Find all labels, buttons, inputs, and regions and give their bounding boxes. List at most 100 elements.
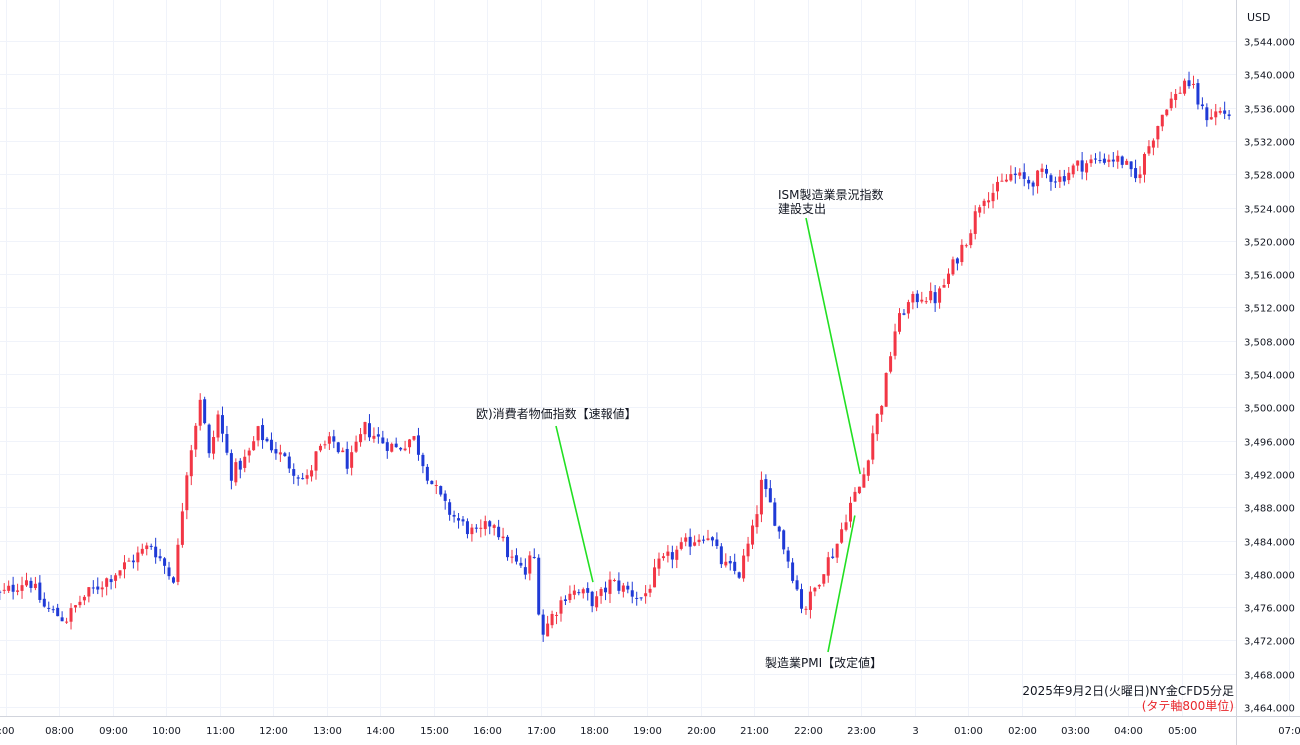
- candle: [105, 577, 109, 596]
- candle: [728, 555, 732, 571]
- candle-body: [853, 491, 857, 502]
- candle-body: [185, 475, 189, 511]
- candle-body: [483, 521, 487, 530]
- x-tick-label: 14:00: [366, 726, 395, 737]
- candle: [782, 529, 786, 555]
- candle-body: [390, 443, 394, 452]
- candle: [78, 595, 82, 608]
- candle: [354, 435, 358, 453]
- candle-body: [875, 413, 879, 435]
- x-tick-label: 08:00: [45, 726, 74, 737]
- candle-body: [1178, 92, 1182, 94]
- candle-body: [759, 479, 763, 515]
- candle-body: [394, 443, 398, 448]
- candle-body: [510, 556, 514, 558]
- candle-body: [862, 474, 866, 488]
- candle: [550, 610, 554, 629]
- candle: [1089, 154, 1093, 167]
- candle: [898, 308, 902, 335]
- candle-body: [1116, 155, 1120, 162]
- candle: [194, 422, 198, 457]
- candle: [305, 469, 309, 485]
- candle-body: [938, 288, 942, 303]
- candle-body: [608, 579, 612, 594]
- candle: [69, 603, 73, 630]
- candle-body: [492, 525, 496, 528]
- candle: [265, 436, 269, 443]
- x-tick-label: 02:00: [1008, 726, 1037, 737]
- candle: [719, 543, 723, 569]
- candle: [114, 573, 118, 589]
- candle-body: [479, 527, 483, 529]
- candle: [122, 555, 126, 579]
- candle: [866, 459, 870, 482]
- candle-body: [16, 590, 20, 592]
- x-tick-label: 3: [912, 726, 918, 737]
- candle: [817, 584, 821, 589]
- candle: [755, 505, 759, 534]
- candle: [684, 533, 688, 547]
- y-tick-label: 3,480.000: [1244, 571, 1295, 582]
- candle: [7, 580, 11, 594]
- candle: [808, 586, 812, 619]
- candle: [1036, 169, 1040, 194]
- x-tick-label: 18:00: [580, 726, 609, 737]
- candle-body: [1027, 179, 1031, 184]
- candle-body: [751, 525, 755, 545]
- candle: [470, 523, 474, 542]
- price-axis[interactable]: 3,544.000 3,540.000 3,536.000 3,532.000 3,52…: [1244, 38, 1295, 715]
- candle: [644, 585, 648, 604]
- x-tick-label: 03:00: [1061, 726, 1090, 737]
- x-tick-label: 20:00: [687, 726, 716, 737]
- candle-body: [127, 560, 131, 562]
- candle: [332, 429, 336, 449]
- candle-body: [122, 562, 126, 570]
- y-tick-label: 3,504.000: [1244, 371, 1295, 382]
- candle-body: [644, 593, 648, 597]
- candle: [666, 545, 670, 563]
- candle: [1004, 174, 1008, 183]
- candle: [394, 437, 398, 448]
- candle: [212, 430, 216, 460]
- candle: [350, 445, 354, 476]
- candle: [523, 558, 527, 580]
- candle: [862, 467, 866, 488]
- candle: [434, 480, 438, 495]
- y-tick-label: 3,492.000: [1244, 471, 1295, 482]
- candle: [1102, 153, 1106, 165]
- candle: [1107, 154, 1111, 168]
- candle-body: [1138, 174, 1142, 178]
- candle-body: [238, 460, 242, 470]
- candle-body: [675, 549, 679, 560]
- candle: [880, 404, 884, 422]
- candle: [1009, 165, 1013, 182]
- candle: [612, 578, 616, 582]
- candle: [938, 286, 942, 309]
- candle-body: [1040, 168, 1044, 172]
- candle-body: [158, 556, 162, 559]
- candle-body: [960, 244, 964, 263]
- candle: [541, 609, 545, 642]
- candle: [1076, 160, 1080, 172]
- candle: [461, 515, 465, 526]
- candle: [1214, 103, 1218, 126]
- candle-body: [840, 529, 844, 543]
- candle-body: [733, 561, 737, 571]
- y-tick-label: 3,488.000: [1244, 504, 1295, 515]
- candle-body: [1218, 110, 1222, 113]
- candle-body: [225, 434, 229, 453]
- candle: [1196, 79, 1200, 110]
- candle-body: [376, 434, 380, 437]
- candle-body: [261, 425, 265, 441]
- candle-body: [920, 299, 924, 302]
- candle-body: [666, 551, 670, 556]
- candle: [840, 522, 844, 544]
- candle: [416, 427, 420, 461]
- candle-body: [474, 527, 478, 529]
- candle-body: [1169, 98, 1173, 109]
- candle-body: [1089, 159, 1093, 164]
- candle: [448, 498, 452, 521]
- time-axis[interactable]: :00 08:00 09:00 10:00 11:00 12:00 13:00 14:00 15…: [0, 726, 1300, 737]
